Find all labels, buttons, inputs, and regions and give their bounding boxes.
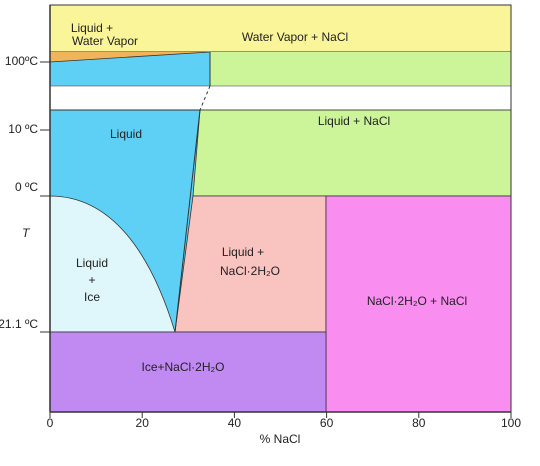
region-label: Water Vapor + NaCl xyxy=(242,30,348,44)
x-tick-label: 40 xyxy=(228,416,242,430)
region-label: + xyxy=(88,273,95,287)
region-liquid-nacl-top xyxy=(210,52,511,86)
region-vapor-nacl xyxy=(49,4,512,53)
region-ice-hydrate xyxy=(49,331,327,413)
boundary xyxy=(49,51,211,63)
region-label: NaCl·2H₂O xyxy=(220,264,280,278)
region-label: Ice xyxy=(84,290,100,304)
region-label: NaCl·2H₂O + NaCl xyxy=(367,294,467,308)
x-tick-label: 0 xyxy=(47,416,54,430)
y-tick-label: 100ºC xyxy=(5,54,38,68)
x-tick-label: 20 xyxy=(136,416,150,430)
y-tick-label: -21.1 ºC xyxy=(0,317,38,331)
x-tick-label: 80 xyxy=(412,416,426,430)
y-tick-label: 10 ºC xyxy=(8,122,38,136)
region-label: Liquid + xyxy=(222,245,264,259)
region-liquid-top xyxy=(50,52,210,86)
y-tick-label: 0 ºC xyxy=(15,180,38,194)
region-label: Liquid xyxy=(76,256,108,270)
y-axis-label: T xyxy=(22,226,31,240)
region-label: Ice+NaCl·2H₂O xyxy=(141,360,224,374)
region-label: Liquid + xyxy=(71,21,113,35)
break-dash xyxy=(199,85,211,111)
x-axis-label: % NaCl xyxy=(260,432,301,446)
x-tick-label: 100 xyxy=(501,416,521,430)
x-tick-label: 60 xyxy=(320,416,334,430)
region-label: Water Vapor xyxy=(72,34,138,48)
boundary xyxy=(174,109,201,333)
region-hydrate-nacl xyxy=(325,195,512,413)
region-label: Liquid xyxy=(110,127,142,141)
region-liquid-ice xyxy=(49,195,176,333)
region-label: Liquid + NaCl xyxy=(318,114,390,128)
